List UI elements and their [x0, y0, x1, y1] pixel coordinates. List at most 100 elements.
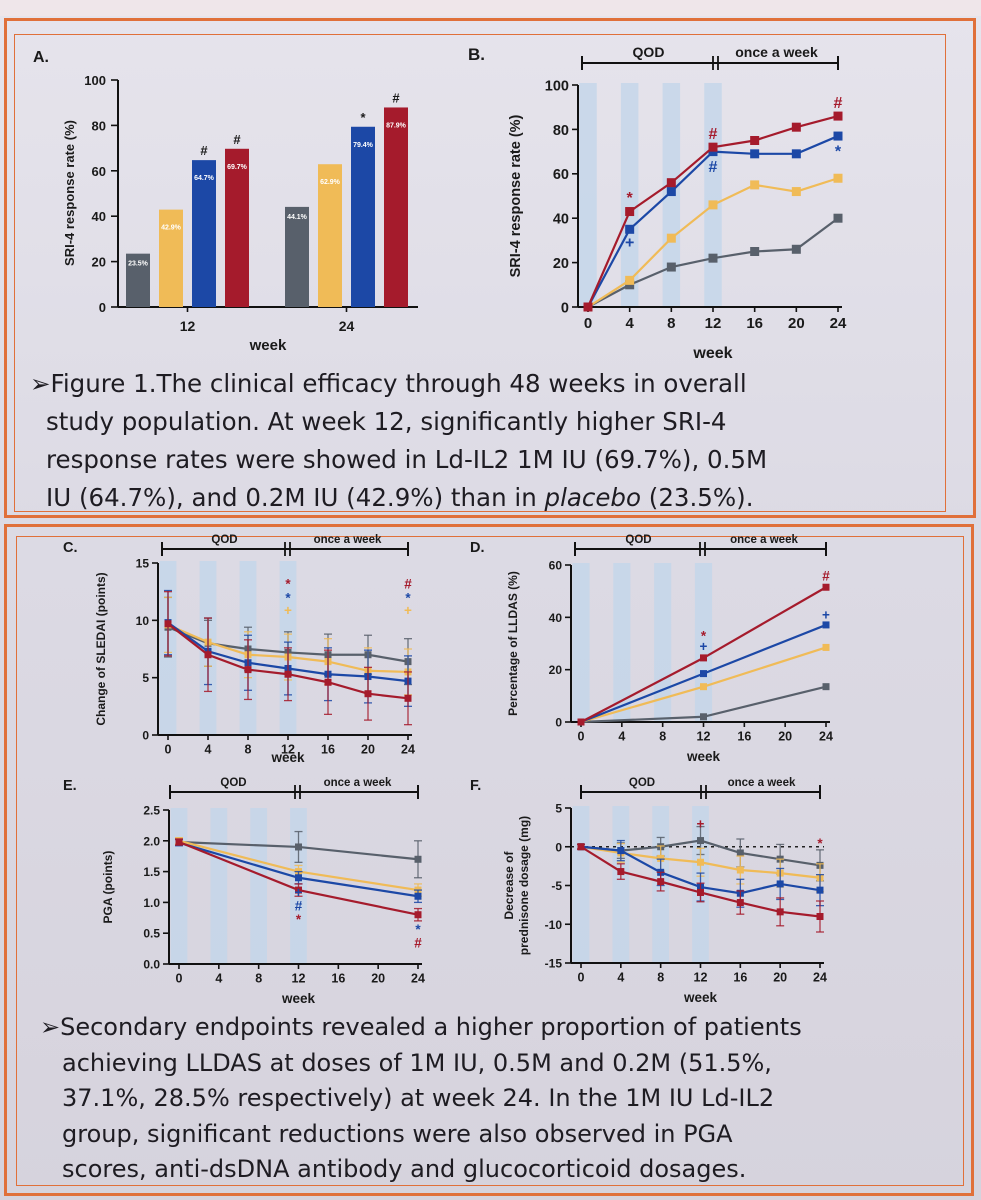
- chart-b-sri4-line: QOD once a week 0 20 40 60 80 100 0 4 8 12 16 20 24 wee…: [468, 44, 847, 362]
- secondary-endpoints-caption: ➢Secondary endpoints revealed a higher p…: [40, 1010, 910, 1188]
- data-point: [625, 207, 635, 217]
- x-tick-label: 8: [667, 315, 675, 332]
- data-point: [750, 180, 760, 190]
- data-point: [833, 131, 843, 141]
- data-point: [833, 111, 843, 121]
- y-tick-label: 100: [84, 73, 106, 88]
- x-tick-label: 16: [331, 972, 345, 986]
- dosing-stripe: [250, 808, 268, 964]
- x-axis-label: week: [281, 991, 316, 1006]
- period-label-weekly: once a week: [314, 534, 382, 546]
- data-point: [295, 843, 302, 851]
- figure-1-caption: ➢Figure 1.The clinical efficacy through …: [30, 365, 930, 517]
- data-point: [736, 899, 744, 907]
- bar-value-label: 42.9%: [161, 225, 182, 232]
- panel-label: A.: [33, 49, 49, 66]
- period-label-qod: QOD: [220, 777, 246, 789]
- y-tick-label: 60: [549, 559, 563, 573]
- y-tick-label: 0: [555, 716, 562, 730]
- data-point: [776, 908, 784, 916]
- dosing-stripe: [612, 806, 630, 963]
- top-strip: [0, 0, 981, 16]
- data-point: [708, 142, 718, 152]
- period-label-qod: QOD: [629, 777, 655, 789]
- secondary-endpoints-frame: [4, 524, 974, 1196]
- y-axis-label: Percentage of LLDAS (%): [506, 571, 520, 716]
- caption-text: (23.5%).: [640, 483, 754, 512]
- data-point: [833, 173, 843, 183]
- significance-mark: *: [285, 577, 291, 592]
- data-point: [625, 275, 635, 285]
- chart-c-sledai: QOD once a week 0 5 10 15 0 4 8 12 16 20 24 week Chang…: [63, 534, 415, 765]
- data-point: [736, 866, 744, 874]
- data-point: [750, 149, 760, 159]
- x-tick-label: 4: [617, 971, 624, 985]
- dosing-stripe: [572, 806, 590, 963]
- y-tick-label: 0.0: [143, 958, 160, 972]
- data-point: [414, 892, 422, 900]
- x-tick-label: 4: [618, 730, 625, 744]
- x-tick-label: 8: [659, 730, 666, 744]
- bar: [159, 209, 183, 307]
- figure-1-frame: [4, 18, 976, 518]
- data-point: [625, 224, 635, 234]
- data-point: [822, 583, 830, 591]
- data-point: [164, 620, 172, 628]
- data-point: [295, 886, 302, 894]
- caption-line: IU (64.7%), and 0.2M IU (42.9%) than in …: [30, 479, 930, 517]
- data-point: [822, 621, 830, 629]
- data-point: [791, 149, 801, 159]
- caption-line: response rates were showed in Ld-IL2 1M …: [46, 445, 768, 474]
- x-tick-label: 8: [245, 743, 252, 757]
- period-label-qod: QOD: [625, 534, 651, 546]
- y-tick-label: 0: [561, 300, 569, 316]
- x-tick-label: 12: [180, 318, 196, 334]
- y-tick-label: 20: [553, 256, 569, 272]
- panel-label: E.: [63, 778, 77, 794]
- y-tick-label: 20: [549, 663, 563, 677]
- period-label-qod: QOD: [633, 44, 665, 60]
- data-point: [666, 187, 676, 197]
- data-point: [175, 838, 183, 846]
- data-point: [295, 874, 302, 882]
- data-point: [244, 666, 252, 674]
- significance-mark: #: [233, 132, 241, 147]
- significance-mark: +: [625, 235, 634, 252]
- data-point: [414, 855, 422, 863]
- data-point: [791, 122, 801, 132]
- chart-a-sri4-bar: 0 20 40 60 80 100 23.5% 44.1% 42.9% 62.9% 64.7% # 79…: [33, 49, 418, 354]
- y-tick-label: 2.0: [143, 834, 160, 848]
- significance-mark: #: [822, 568, 830, 583]
- data-point: [822, 683, 830, 691]
- y-tick-label: 60: [553, 167, 569, 183]
- significance-mark: *: [360, 110, 366, 125]
- period-label-weekly: once a week: [728, 777, 796, 789]
- x-axis-label: week: [683, 990, 718, 1005]
- bar-value-label: 64.7%: [194, 175, 215, 182]
- x-tick-label: 0: [165, 743, 172, 757]
- x-tick-label: 8: [255, 972, 262, 986]
- data-point: [666, 262, 676, 272]
- x-axis-label: week: [249, 337, 287, 354]
- dosing-stripe: [704, 83, 722, 307]
- significance-mark: +: [284, 603, 292, 618]
- significance-mark: *: [817, 836, 823, 851]
- significance-mark: #: [834, 95, 843, 112]
- data-point: [700, 683, 707, 691]
- x-tick-label: 24: [819, 730, 833, 744]
- y-tick-label: 0.5: [143, 927, 160, 941]
- y-tick-label: 60: [92, 164, 106, 179]
- y-axis-label: prednisone dosage (mg): [517, 816, 531, 955]
- x-axis-label: week: [692, 345, 732, 362]
- caption-line: 37.1%, 28.5% respectively) at week 24. I…: [62, 1084, 775, 1112]
- panel-label: B.: [468, 45, 485, 64]
- x-tick-label: 20: [788, 315, 805, 332]
- significance-mark: *: [415, 922, 421, 937]
- data-point: [657, 878, 665, 886]
- significance-mark: +: [822, 608, 830, 623]
- x-tick-label: 16: [746, 315, 763, 332]
- y-tick-label: 1.0: [143, 896, 160, 910]
- data-point: [583, 302, 593, 312]
- bar-value-label: 69.7%: [227, 164, 248, 171]
- x-tick-label: 24: [339, 318, 355, 334]
